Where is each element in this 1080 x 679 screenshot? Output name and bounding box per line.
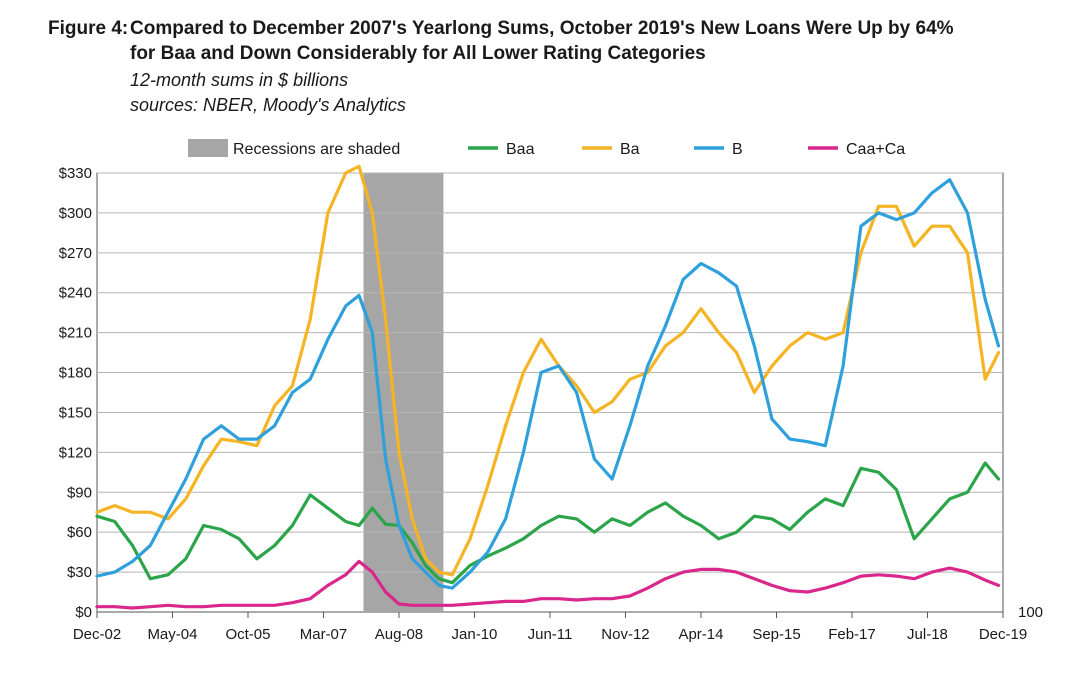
figure-label: Figure 4: [48,18,129,39]
legend-swatch-recession [188,139,228,157]
chart-title-line-2: for Baa and Down Considerably for All Lo… [130,43,706,64]
series-line-b [95,178,1001,590]
series-line-baa [95,461,1001,585]
legend-label-b: B [732,141,743,158]
y-tick-label: $270 [59,245,92,262]
chart-subtitle-sources: sources: NBER, Moody's Analytics [130,95,406,115]
x-tick-label: Sep-15 [752,626,800,643]
x-tick-label: Jul-18 [907,626,948,643]
right-axis-label: 100 [1018,604,1043,621]
x-tick-label: Jun-11 [528,626,573,643]
y-axis: $0 $30 $60 $90 $120 $150 $180 $210 $240 $270 $300 $… [59,165,92,621]
chart-legend: Recessions are shaded Baa Ba B Caa+Ca [188,139,905,158]
x-tick-label: Dec-19 [979,626,1027,643]
x-tick-label: Mar-07 [300,626,348,643]
y-tick-label: $180 [59,365,92,382]
x-tick-label: Aug-08 [375,626,423,643]
x-tick-label: May-04 [147,626,197,643]
x-tick-label: Nov-12 [601,626,649,643]
y-tick-label: $300 [59,205,92,222]
chart-title-line-1: Compared to December 2007's Yearlong Sum… [130,18,954,39]
y-tick-label: $30 [67,564,92,581]
y-tick-label: $330 [59,165,92,182]
y-tick-label: $150 [59,404,92,421]
x-tick-label: Dec-02 [73,626,121,643]
y-tick-label: $0 [75,604,92,621]
x-tick-label: Apr-14 [678,626,723,643]
y-tick-label: $60 [67,524,92,541]
x-tick-label: Feb-17 [828,626,876,643]
chart-subtitle-units: 12-month sums in $ billions [130,70,349,90]
x-axis: Dec-02 May-04 Oct-05 Mar-07 Aug-08 Jan-10 Jun-… [73,612,1027,643]
legend-label-ba: Ba [620,141,640,158]
legend-label-recession: Recessions are shaded [233,141,400,158]
y-tick-label: $240 [59,285,92,302]
y-tick-label: $90 [67,484,92,501]
series-line-caa-ca [95,559,1001,610]
series-line-ba [95,164,1001,577]
legend-label-caa-ca: Caa+Ca [846,141,905,158]
series-lines [95,164,1001,610]
x-tick-label: Jan-10 [452,626,498,643]
x-tick-label: Oct-05 [225,626,270,643]
legend-label-baa: Baa [506,141,535,158]
y-tick-label: $210 [59,325,92,342]
y-tick-label: $120 [59,444,92,461]
